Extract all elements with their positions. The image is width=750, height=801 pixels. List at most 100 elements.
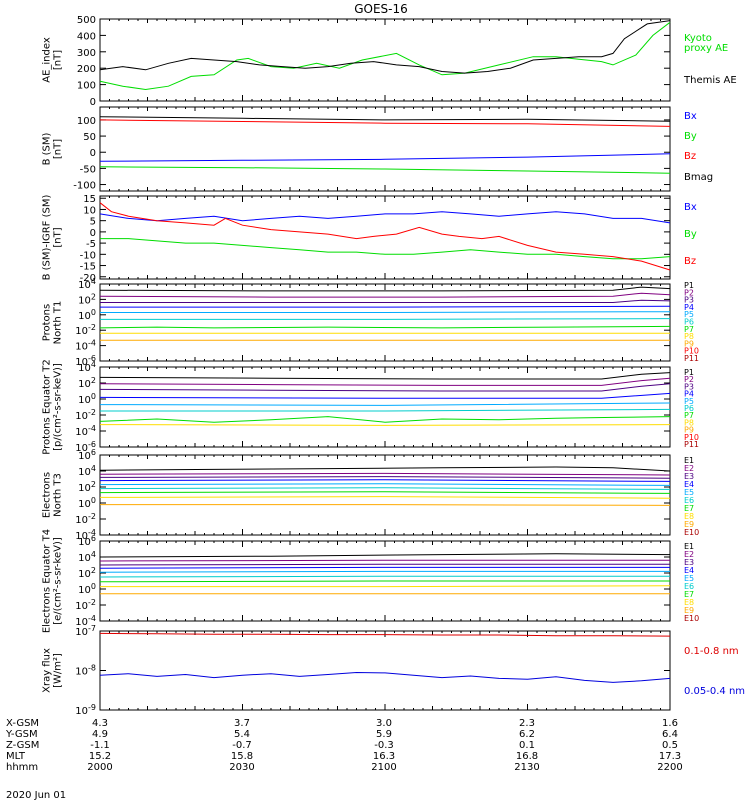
legend-label: P4 <box>684 390 694 399</box>
legend-label: By <box>684 131 697 142</box>
series-line-0-1-0-8-nm <box>99 632 671 637</box>
y-tick-label: 0 <box>90 228 96 239</box>
legend-label: 0.05-0.4 nm <box>684 686 745 697</box>
legend-label: P10 <box>684 433 699 442</box>
legend-label: Kyoto <box>684 33 712 44</box>
y-tick-label: 300 <box>77 48 96 59</box>
y-tick-label: -10 <box>80 250 96 261</box>
legend-label: E4 <box>684 480 694 489</box>
footer-value: 5.4 <box>234 729 250 740</box>
y-axis-label: Protons <box>42 304 53 341</box>
legend-label: P7 <box>684 325 694 334</box>
footer-row-label: Y-GSM <box>6 729 38 740</box>
footer-value: 4.9 <box>92 729 108 740</box>
legend-label: E4 <box>684 566 694 575</box>
series-line-p4 <box>100 305 671 308</box>
legend-label: P7 <box>684 411 694 420</box>
y-axis-label: [W/m²] <box>53 653 64 688</box>
legend-label: E7 <box>684 590 694 599</box>
series-line-e8 <box>99 496 671 499</box>
series-line-e3 <box>99 476 671 479</box>
y-tick-label: 15 <box>83 194 96 205</box>
y-tick-label: -20 <box>80 273 96 284</box>
series-line-p2 <box>99 292 671 298</box>
legend-label: Bx <box>684 111 697 122</box>
series-line-e5 <box>99 483 671 486</box>
footer-row: X-GSM 4.3 3.7 3.0 2.3 1.6 <box>0 718 750 729</box>
legend-label: E1 <box>684 542 694 551</box>
footer-value: 2030 <box>229 762 255 773</box>
legend-label: E3 <box>684 472 694 481</box>
footer-value: 6.4 <box>662 729 678 740</box>
legend-label: Bz <box>684 151 696 162</box>
y-axis-label: Xray flux <box>42 648 53 693</box>
series-line-e9 <box>100 504 671 506</box>
footer-value: 2100 <box>371 762 397 773</box>
series-line-p3 <box>100 299 671 303</box>
y-tick-label: -50 <box>80 164 96 175</box>
legend-label: E8 <box>684 512 694 521</box>
y-tick-label: 0 <box>90 148 96 159</box>
legend-label: Bz <box>684 256 696 267</box>
legend-label: P3 <box>684 296 694 305</box>
series-line-p7 <box>99 416 671 423</box>
y-axis-label: B (SM) <box>42 132 53 165</box>
y-axis-label: [nT] <box>53 227 64 247</box>
y-tick-label: 500 <box>77 15 96 26</box>
series-line-p7 <box>99 325 671 329</box>
legend-label: P5 <box>684 397 694 406</box>
date-label: 2020 Jun 01 <box>6 790 67 801</box>
series-line-e6 <box>99 575 670 578</box>
y-axis-label: North T1 <box>53 301 64 345</box>
legend-label: P6 <box>684 404 694 413</box>
legend-label: E6 <box>684 582 694 591</box>
legend-label: proxy AE <box>684 43 728 54</box>
footer-value: -0.3 <box>374 740 394 751</box>
legend-label: E5 <box>684 488 694 497</box>
footer-value: 15.2 <box>88 751 112 762</box>
series-line-e4 <box>99 566 670 569</box>
legend-label: By <box>684 229 697 240</box>
y-axis-label: [e/(cm²-s-sr-keV)] <box>53 537 64 625</box>
series-line-p2 <box>99 377 671 386</box>
footer-value: 2130 <box>514 762 540 773</box>
footer-value: 2.3 <box>519 718 535 729</box>
series-line-e2 <box>99 559 670 562</box>
series-line-e4 <box>99 479 671 482</box>
series-line-by <box>100 238 671 260</box>
y-axis-label: [p/(cm²-s-sr-keV)] <box>53 363 64 451</box>
y-tick-label: 200 <box>77 64 96 75</box>
series-line-themis-ae <box>99 20 671 74</box>
legend-label: Themis AE <box>683 75 737 86</box>
footer-row-label: Z-GSM <box>6 740 40 751</box>
footer-value: 4.3 <box>92 718 108 729</box>
series-line-e1 <box>99 553 671 558</box>
y-tick-label: 0 <box>90 97 96 108</box>
legend-label: E6 <box>684 496 694 505</box>
footer-value: -1.1 <box>90 740 110 751</box>
series-line-e2 <box>99 472 671 476</box>
y-tick-label: 400 <box>77 31 96 42</box>
y-axis-label: [nT] <box>53 139 64 159</box>
legend-label: E1 <box>684 456 694 465</box>
footer-value: 17.3 <box>658 751 682 762</box>
legend-label: P2 <box>684 288 694 297</box>
legend-label: P10 <box>684 347 699 356</box>
series-line-p1 <box>99 286 671 292</box>
footer-value: 5.9 <box>376 729 392 740</box>
series-line-p5 <box>99 402 671 406</box>
legend-label: Bmag <box>684 172 713 183</box>
y-axis-label: Electrons Equator T4 <box>42 529 53 633</box>
series-line-p6 <box>100 318 671 320</box>
footer-row-label: X-GSM <box>6 718 40 729</box>
series-line-bx <box>99 153 671 162</box>
legend-label: P1 <box>684 368 694 377</box>
legend-label: P1 <box>684 281 694 290</box>
footer-row: hhmm 2000 2030 2100 2130 2200 <box>0 762 750 773</box>
legend-label: E2 <box>684 464 694 473</box>
footer-value: 0.1 <box>519 740 535 751</box>
series-line-e1 <box>99 466 671 472</box>
series-line-e5 <box>99 570 670 573</box>
y-tick-label: 100 <box>77 116 96 127</box>
y-axis-label: North T3 <box>53 473 64 517</box>
